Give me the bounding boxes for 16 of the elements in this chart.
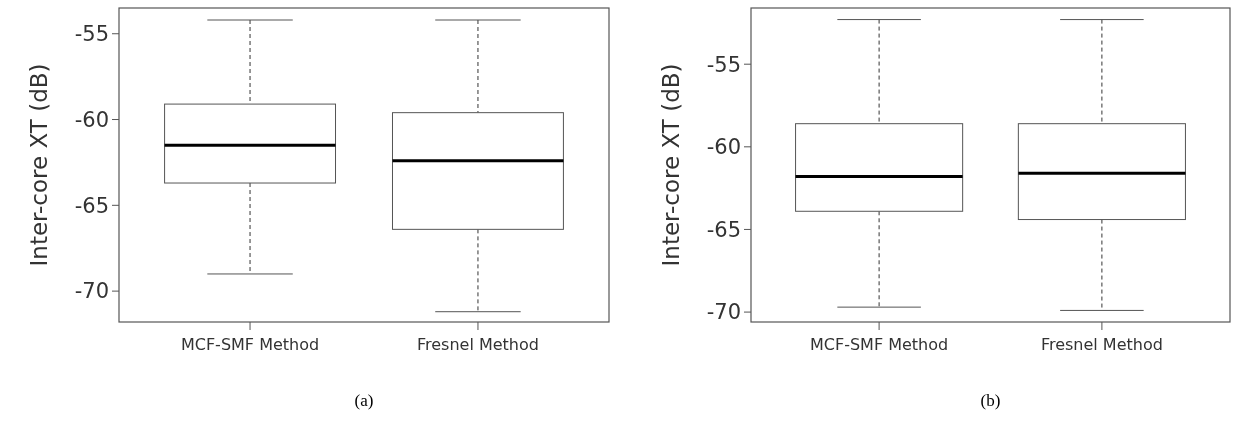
y-tick-label: -65 [74,193,109,218]
x-tick-label: Fresnel Method [416,335,539,354]
text: (b) [980,391,1001,410]
y-tick-label: -65 [706,217,741,242]
y-tick-label: -70 [74,279,109,304]
x-tick-label: MCF-SMF Method [180,335,320,354]
y-tick-label: -70 [706,300,741,325]
y-axis-title: Inter-core XT (dB) [658,63,684,267]
x-tick-label: Fresnel Method [1040,335,1163,354]
y-tick-label: -55 [706,52,741,77]
y-tick-label: -55 [74,22,109,47]
y-tick-label: -60 [706,135,741,160]
y-tick-label: -60 [74,107,109,132]
x-tick-label: MCF-SMF Method [810,335,949,354]
y-axis-title: Inter-core XT (dB) [26,63,52,267]
text: (a) [354,391,374,410]
